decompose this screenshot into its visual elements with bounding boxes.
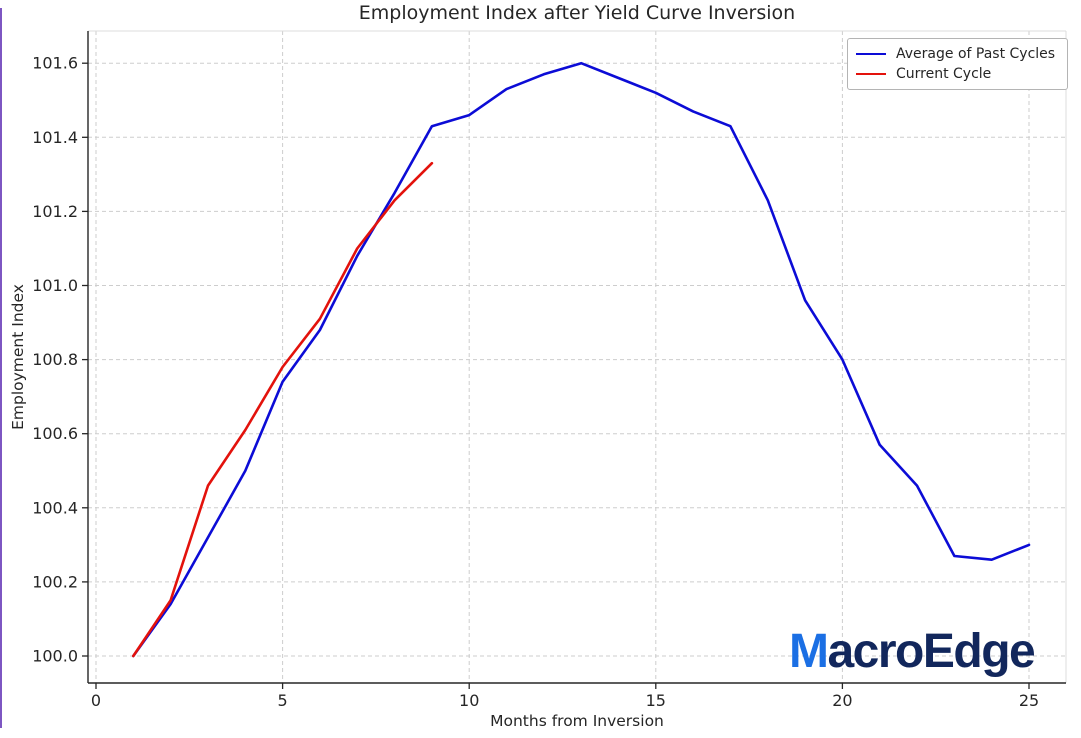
legend-line-sample-average [856, 52, 886, 55]
macroedge-logo: MacroEdge [789, 624, 1036, 679]
chart-title: Employment Index after Yield Curve Inver… [358, 2, 796, 24]
x-axis-label: Months from Inversion [490, 712, 664, 730]
x-tick-label: 15 [646, 691, 666, 710]
x-tick-label: 20 [832, 691, 852, 710]
x-tick-label: 25 [1019, 691, 1039, 710]
x-tick-label: 5 [278, 691, 288, 710]
legend-label-average: Average of Past Cycles [896, 45, 1056, 62]
y-tick-label: 101.6 [32, 54, 78, 73]
y-tick-label: 100.6 [32, 424, 78, 443]
y-axis-label: Employment Index [9, 284, 27, 430]
legend-line-sample-current [856, 73, 886, 76]
window-edge-accent [0, 8, 2, 728]
average-of-past-cycles-line [132, 61, 1031, 658]
y-tick-label: 100.2 [32, 572, 78, 591]
y-tick-label: 100.4 [32, 498, 78, 517]
x-tick-label: 0 [91, 691, 101, 710]
current-cycle-line [132, 161, 434, 658]
legend-label-current: Current Cycle [896, 66, 992, 83]
y-tick-label: 101.2 [32, 202, 78, 221]
macroedge-logo-prefix: M [789, 625, 829, 678]
y-tick-label: 101.4 [32, 128, 78, 147]
legend: Average of Past Cycles Current Cycle [847, 38, 1068, 90]
x-tick-label: 10 [459, 691, 479, 710]
macroedge-logo-rest: acroEdge [827, 625, 1035, 678]
y-tick-label: 100.8 [32, 350, 78, 369]
y-tick-label: 100.0 [32, 647, 78, 666]
legend-item-current: Current Cycle [856, 66, 1059, 82]
legend-item-average: Average of Past Cycles [856, 46, 1059, 62]
y-tick-label: 101.0 [32, 276, 78, 295]
